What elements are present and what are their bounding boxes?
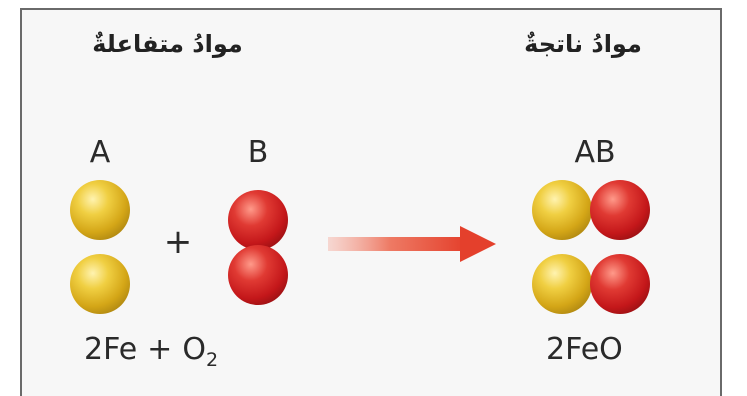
label-a: A xyxy=(89,135,111,170)
product-atom-a-top xyxy=(532,180,592,240)
label-b: B xyxy=(247,135,269,170)
reactants-heading: موادُ متفاعلةٌ xyxy=(92,30,243,58)
label-ab: AB xyxy=(574,135,616,170)
reactant-iron: 2Fe xyxy=(84,332,138,367)
reactant-oxygen: O xyxy=(182,332,206,367)
atom-b-bottom xyxy=(228,245,288,305)
atom-a-top xyxy=(70,180,130,240)
reactants-formula: 2Fe + O2 xyxy=(84,332,218,371)
plus-sign: + xyxy=(163,222,193,262)
product-formula: 2FeO xyxy=(546,332,623,367)
product-atom-b-top xyxy=(590,180,650,240)
product-atom-b-bottom xyxy=(590,254,650,314)
formula-plus: + xyxy=(147,332,173,367)
products-heading: موادُ ناتجةٌ xyxy=(524,30,642,58)
atom-b-top xyxy=(228,190,288,250)
product-atom-a-bottom xyxy=(532,254,592,314)
atom-a-bottom xyxy=(70,254,130,314)
reaction-arrow-icon xyxy=(328,226,496,262)
oxygen-subscript: 2 xyxy=(205,349,219,371)
